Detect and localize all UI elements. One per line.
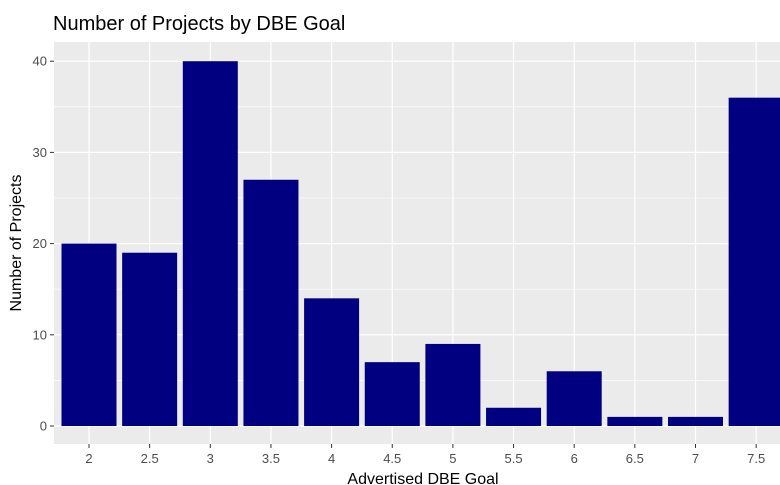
x-tick-label: 3	[207, 451, 214, 466]
bars	[61, 61, 780, 427]
x-tick-label: 6	[571, 451, 578, 466]
x-axis: 2 2.5 3 3.5 4 4.5 5 5.5 6 6.5 7 7.5	[85, 444, 765, 466]
bar-3.5	[243, 179, 299, 426]
bar-6.5	[607, 416, 663, 426]
x-tick-label: 4.5	[383, 451, 401, 466]
x-tick-label: 4	[328, 451, 335, 466]
bar-5	[425, 343, 481, 426]
y-tick-label: 10	[33, 327, 47, 342]
x-tick-label: 7.5	[747, 451, 765, 466]
x-tick-label: 3.5	[262, 451, 280, 466]
bar-5.5	[486, 407, 542, 426]
y-tick-label: 0	[40, 419, 47, 434]
bar-2	[61, 243, 117, 426]
y-axis-title: Number of Projects	[8, 175, 25, 312]
y-axis: 0 10 20 30 40	[33, 54, 54, 434]
x-tick-label: 2	[85, 451, 92, 466]
bar-2.5	[122, 252, 178, 426]
x-tick-label: 6.5	[626, 451, 644, 466]
bar-7	[668, 416, 723, 426]
y-tick-label: 30	[33, 145, 47, 160]
bar-6	[546, 371, 602, 426]
bar-4.5	[364, 362, 420, 426]
x-tick-label: 5	[449, 451, 456, 466]
x-axis-title: Advertised DBE Goal	[347, 471, 498, 485]
bar-3	[182, 61, 238, 426]
bar-4	[304, 298, 360, 426]
y-tick-label: 40	[33, 54, 47, 69]
y-tick-label: 20	[33, 236, 47, 251]
x-tick-label: 7	[692, 451, 699, 466]
x-tick-label: 2.5	[141, 451, 159, 466]
chart-title: Number of Projects by DBE Goal	[53, 13, 345, 35]
x-tick-label: 5.5	[505, 451, 523, 466]
bar-7.5	[728, 97, 780, 427]
